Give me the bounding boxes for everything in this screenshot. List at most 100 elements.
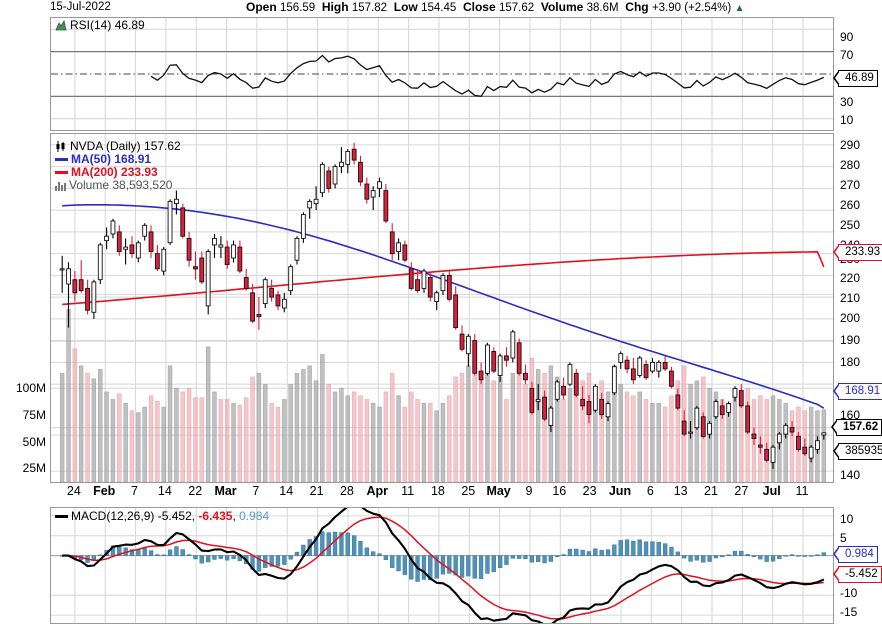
price-axis-270: 270 [840, 178, 861, 192]
volume-axis-50m: 50M [22, 435, 46, 449]
macd-axis-10: 10 [840, 512, 854, 526]
rsi-label: RSI(14) [70, 18, 112, 32]
quote-chg-label: Chg [625, 0, 649, 14]
ma200-value-badge: 233.93 [832, 243, 882, 261]
ma200-swatch [55, 171, 68, 174]
date-axis-day: 16 [552, 484, 567, 498]
rsi-axis-70: 70 [840, 48, 854, 62]
quote-high-label: High [321, 0, 349, 14]
macd-axis-5: 5 [840, 531, 847, 545]
ma50-swatch [55, 158, 68, 161]
quote-chg-value: +3.90 (+2.54%) [651, 2, 732, 14]
rsi-value-badge: 46.89 [833, 69, 878, 87]
date-axis-day: 7 [252, 484, 260, 498]
ma200-label: MA(200) [71, 165, 118, 179]
macd-axis-neg10: -10 [840, 586, 858, 600]
macd-hist-badge: 0.984 [833, 545, 878, 563]
price-panel [50, 133, 834, 483]
quote-volume-label: Volume [540, 0, 584, 14]
date-axis-month: May [486, 484, 511, 498]
quote-header-bar: 15-Jul-2022 Open 156.59 High 157.82 Low … [0, 0, 882, 16]
ma50-label: MA(50) [71, 152, 112, 166]
volume-value: 38,593,520 [112, 178, 173, 192]
rsi-axis-90: 90 [840, 30, 854, 44]
price-axis-140: 140 [840, 468, 861, 482]
macd-swatch [55, 515, 68, 518]
price-axis-200: 200 [840, 311, 861, 325]
triangle-up-icon: ▲ [734, 3, 745, 14]
quote-open-value: 156.59 [280, 2, 316, 14]
date-axis-day: 11 [401, 484, 415, 498]
ma200-value: 233.93 [121, 165, 158, 179]
last-price-badge: 157.62 [830, 418, 882, 436]
date-axis-month: Apr [366, 484, 389, 498]
candlestick-icon [56, 141, 65, 152]
date-axis-month: Jul [762, 484, 781, 498]
date-axis-month: Feb [93, 484, 116, 498]
date-axis-day: 18 [430, 484, 445, 498]
macd-legend: MACD(12,26,9) -5.452 , -6.435 , 0.984 [55, 510, 269, 523]
price-axis-190: 190 [840, 333, 861, 347]
quote-high-value: 157.82 [351, 2, 388, 14]
rsi-axis-10: 10 [840, 113, 854, 127]
date-axis-day: 7 [131, 484, 139, 498]
date-axis-day: 22 [188, 484, 203, 498]
price-axis-180: 180 [840, 355, 861, 369]
date-axis-day: 21 [704, 484, 718, 498]
quote-fields: Open 156.59 High 157.82 Low 154.45 Close… [246, 0, 744, 14]
date-axis-day: 9 [525, 484, 533, 498]
quote-low-value: 154.45 [421, 2, 457, 14]
date-axis-day: 13 [673, 484, 688, 498]
quote-date: 15-Jul-2022 [50, 1, 111, 13]
price-axis-160: 160 [840, 408, 861, 422]
price-axis-290: 290 [840, 138, 861, 152]
date-axis-day: 25 [461, 484, 476, 498]
macd-label: MACD(12,26,9) [71, 509, 155, 523]
price-axis-210: 210 [840, 291, 861, 305]
macd-value: -5.452 [157, 509, 192, 523]
price-legend: NVDA (Daily) 157.62 MA(50) 168.91 MA(200… [55, 140, 181, 192]
date-axis-day: 27 [734, 484, 749, 498]
rsi-panel [50, 17, 834, 131]
ma50-value-badge: 168.91 [832, 382, 882, 400]
volume-axis-25m: 25M [22, 461, 46, 475]
macd-axis-neg15: -15 [840, 605, 858, 619]
rsi-value: 46.89 [114, 18, 145, 32]
volume-label: Volume [69, 178, 110, 192]
volume-axis-75m: 75M [22, 408, 46, 422]
quote-low-label: Low [393, 0, 418, 14]
ma50-value: 168.91 [114, 152, 152, 166]
price-axis-220: 220 [840, 271, 861, 285]
date-axis-month: Jun [608, 484, 632, 498]
symbol-last-price: 157.62 [144, 139, 181, 153]
quote-close-value: 157.62 [498, 2, 535, 14]
quote-close-label: Close [462, 0, 496, 14]
macd-panel [50, 507, 834, 624]
date-axis-day: 28 [339, 484, 354, 498]
price-axis-280: 280 [840, 158, 861, 172]
macd-hist-value: 0.984 [239, 509, 270, 523]
date-axis-month: Mar [214, 484, 237, 498]
quote-volume-value: 38.6M [586, 2, 619, 14]
rsi-legend: RSI(14) 46.89 [55, 19, 145, 32]
date-axis-day: 6 [646, 484, 654, 498]
price-axis-260: 260 [840, 198, 861, 212]
price-axis-250: 250 [840, 218, 861, 232]
date-axis-day: 21 [309, 484, 324, 498]
date-axis-day: 14 [279, 484, 294, 498]
date-axis-day: 24 [66, 484, 81, 498]
rsi-axis-30: 30 [840, 95, 854, 109]
indicator-icon [55, 20, 67, 31]
date-axis-day: 23 [582, 484, 597, 498]
quote-open-label: Open [246, 0, 277, 14]
volume-axis-100m: 100M [15, 381, 46, 395]
macd-signal-value: -6.435 [198, 509, 233, 523]
date-axis: 24 Feb 7 14 22 Mar 7 14 21 28 Apr 11 18 25 May 9 16 23 Jun… [50, 484, 832, 502]
macd-value-badge: -5.452 [833, 565, 882, 583]
volume-bars-icon [55, 181, 66, 191]
date-axis-day: 14 [157, 484, 172, 498]
symbol-label[interactable]: NVDA (Daily) [70, 139, 141, 153]
date-axis-day: 11 [795, 484, 809, 498]
volume-value-badge: 385935 [832, 442, 882, 460]
